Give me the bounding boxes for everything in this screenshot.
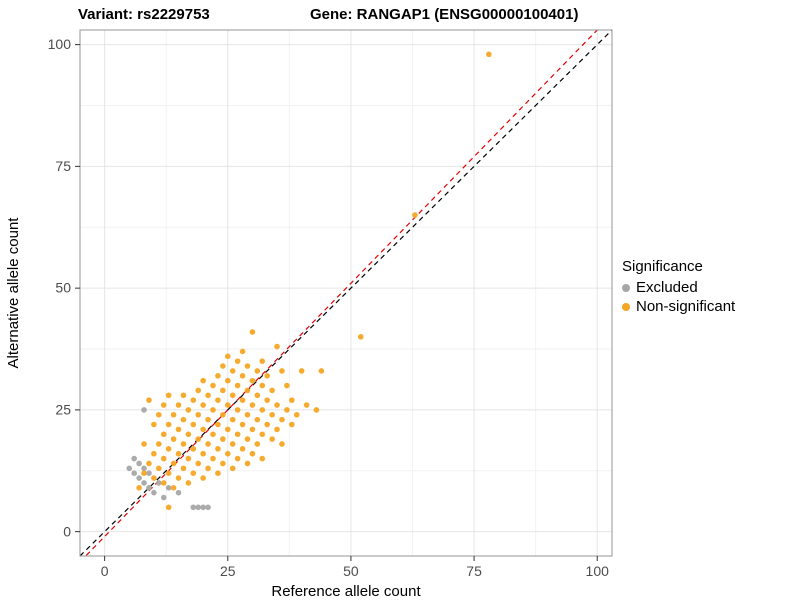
legend-label-non-significant: Non-significant [636,298,736,315]
svg-text:0: 0 [63,523,71,539]
svg-text:50: 50 [55,280,71,296]
svg-text:Reference allele count: Reference allele count [271,583,421,600]
legend-label-excluded: Excluded [636,279,698,296]
svg-text:Alternative allele count: Alternative allele count [5,217,22,369]
svg-text:75: 75 [466,563,482,579]
legend: Significance Excluded Non-significant [622,258,735,317]
svg-text:75: 75 [55,158,71,174]
legend-title: Significance [622,258,703,275]
svg-text:100: 100 [48,36,72,52]
svg-text:50: 50 [343,563,359,579]
svg-text:0: 0 [101,563,109,579]
legend-dot-non-significant-icon [622,302,630,311]
svg-text:25: 25 [55,402,71,418]
legend-item-non-significant: Non-significant [622,298,735,315]
svg-text:25: 25 [220,563,236,579]
legend-item-excluded: Excluded [622,279,735,296]
plot-title-gene: Gene: RANGAP1 (ENSG00000100401) [310,6,579,23]
plot-title-variant: Variant: rs2229753 [78,6,210,23]
svg-text:100: 100 [586,563,610,579]
legend-dot-excluded-icon [622,283,630,292]
